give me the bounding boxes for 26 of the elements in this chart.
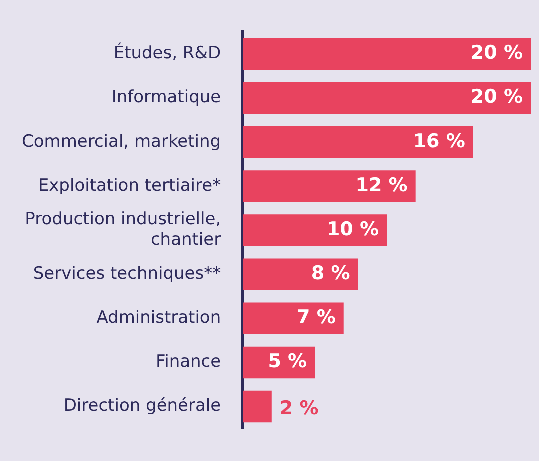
data-label: 7 % <box>296 306 336 329</box>
data-label: 12 % <box>356 174 408 196</box>
data-label: 5 % <box>268 350 308 373</box>
bar <box>243 170 416 202</box>
y-tick-label: Commercial, marketing <box>22 132 222 152</box>
y-tick-label: Services techniques** <box>33 264 222 284</box>
y-tick-label: Informatique <box>112 88 222 108</box>
bar <box>243 126 474 158</box>
data-label: 16 % <box>413 130 466 152</box>
data-label: 2 % <box>280 398 319 420</box>
y-tick-label: Exploitation tertiaire* <box>38 176 222 196</box>
y-tick-label: Administration <box>96 308 222 328</box>
y-tick-label: Études, R&D <box>114 42 222 64</box>
data-label: 10 % <box>326 218 380 240</box>
bar <box>243 38 531 70</box>
y-tick-label: Finance <box>156 352 222 372</box>
data-label: 20 % <box>470 42 523 64</box>
data-label: 20 % <box>470 86 523 108</box>
y-tick-label: Production industrielle, chantier <box>25 210 222 250</box>
bar <box>243 302 344 334</box>
data-label: 8 % <box>311 262 350 285</box>
bar <box>243 258 358 290</box>
bar <box>243 390 272 423</box>
bar <box>243 82 531 114</box>
y-tick-label: Direction générale <box>64 396 222 416</box>
bar <box>243 214 388 246</box>
